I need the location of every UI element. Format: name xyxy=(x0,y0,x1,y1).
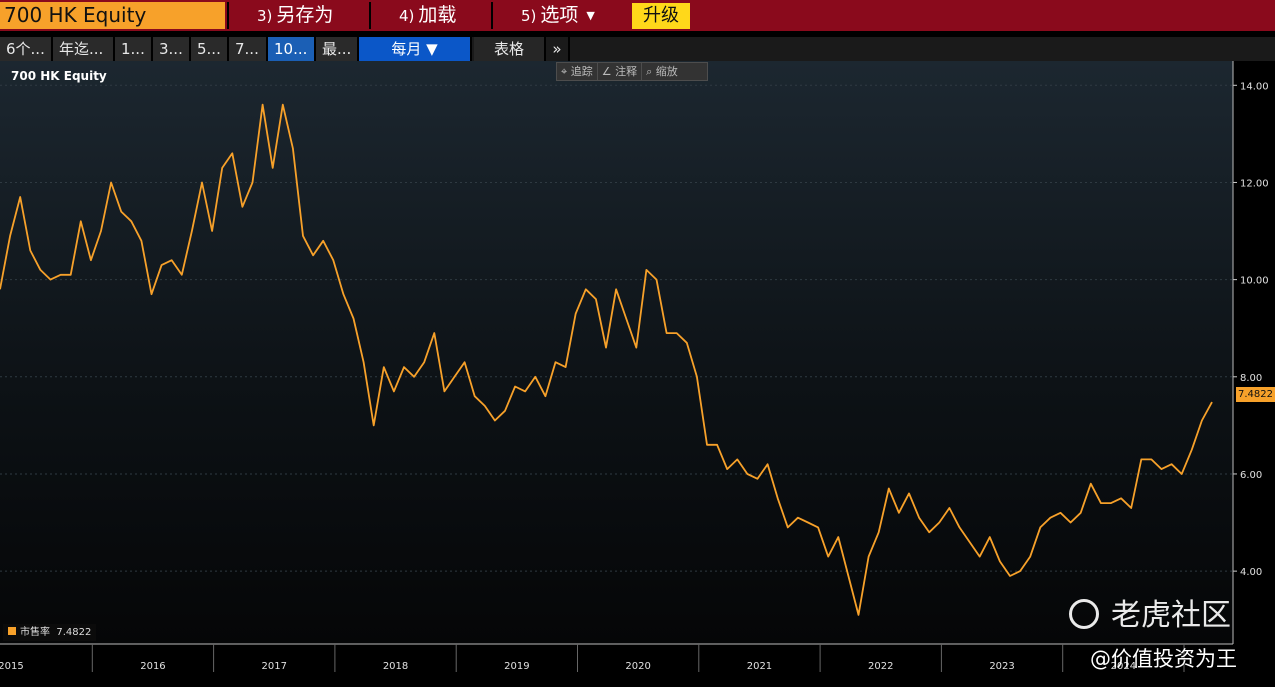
options-button[interactable]: 5) 选项 ▼ xyxy=(491,2,627,29)
top-toolbar: 700 HK Equity 3) 另存为 4) 加载 5) 选项 ▼ 升级 xyxy=(0,0,1275,33)
track-tool[interactable]: ⌖ 追踪 xyxy=(557,63,598,80)
x-tick-label: 2024 xyxy=(1111,661,1136,672)
tiger-logo-icon xyxy=(1069,599,1099,629)
series-legend: 市售率 7.4822 xyxy=(3,624,97,641)
legend-value: 7.4822 xyxy=(56,627,92,638)
period-7-years[interactable]: 7... xyxy=(229,37,268,61)
frequency-dropdown[interactable]: 每月 ▼ xyxy=(359,37,472,61)
period-max[interactable]: 最... xyxy=(316,37,359,61)
x-tick-label: 2016 xyxy=(140,661,165,672)
annotate-tool[interactable]: ∠ 注释 xyxy=(598,63,643,80)
x-tick-label: 2015 xyxy=(0,661,24,672)
load-button[interactable]: 4) 加载 xyxy=(369,2,489,29)
x-tick-label: 2017 xyxy=(262,661,287,672)
author-credit: @价值投资为王 xyxy=(1090,647,1237,671)
x-tick-label: 2023 xyxy=(989,661,1014,672)
pencil-icon: ∠ xyxy=(601,65,612,78)
save-as-shortcut: 3) xyxy=(257,7,273,25)
y-tick-label: 6.00 xyxy=(1240,470,1262,481)
y-tick-label: 4.00 xyxy=(1240,567,1262,578)
period-3-years[interactable]: 3... xyxy=(153,37,191,61)
last-value-tag: 7.4822 xyxy=(1236,387,1275,402)
watermark: 老虎社区 xyxy=(1069,590,1231,634)
legend-name: 市售率 xyxy=(20,627,50,638)
save-as-label: 另存为 xyxy=(276,4,334,26)
caret-down-icon: ▼ xyxy=(586,9,595,22)
legend-swatch xyxy=(8,627,16,635)
zoom-label: 缩放 xyxy=(655,65,678,78)
x-tick-label: 2022 xyxy=(868,661,893,672)
price-chart[interactable]: 4.00 6.00 8.00 10.00 12.00 14.00 2015 2016 2017 2… xyxy=(0,61,1275,687)
y-tick-label: 12.00 xyxy=(1240,178,1269,189)
load-shortcut: 4) xyxy=(399,7,415,25)
annotate-label: 注释 xyxy=(615,65,638,78)
chart-title: 700 HK Equity xyxy=(11,69,107,83)
x-tick-label: 2021 xyxy=(747,661,772,672)
upgrade-button[interactable]: 升级 xyxy=(632,3,690,29)
period-1-year[interactable]: 1... xyxy=(115,37,153,61)
series-line-price-to-sales xyxy=(0,103,1213,616)
period-5-years[interactable]: 5... xyxy=(191,37,229,61)
x-tick-label: 2020 xyxy=(625,661,650,672)
chart-canvas: 4.00 6.00 8.00 10.00 12.00 14.00 2015 2016 2017 2… xyxy=(0,61,1269,672)
options-shortcut: 5) xyxy=(521,7,537,25)
watermark-text: 老虎社区 xyxy=(1111,598,1231,633)
y-tick-label: 10.00 xyxy=(1240,276,1269,287)
ticker-field[interactable]: 700 HK Equity xyxy=(0,2,225,29)
table-button[interactable]: 表格 xyxy=(474,37,546,61)
save-as-button[interactable]: 3) 另存为 xyxy=(227,2,367,29)
track-label: 追踪 xyxy=(570,65,593,78)
period-6-months[interactable]: 6个... xyxy=(0,37,53,61)
y-tick-label: 14.00 xyxy=(1240,81,1269,92)
zoom-tool[interactable]: ⌕ 缩放 xyxy=(642,63,682,80)
options-label: 选项 xyxy=(540,4,579,26)
period-ytd[interactable]: 年迄... xyxy=(53,37,115,61)
x-tick-label: 2019 xyxy=(504,661,529,672)
crosshair-icon: ⌖ xyxy=(561,65,568,78)
y-tick-label: 8.00 xyxy=(1240,373,1262,384)
chart-tools: ⌖ 追踪 ∠ 注释 ⌕ 缩放 xyxy=(556,62,708,81)
load-label: 加载 xyxy=(418,4,457,26)
x-tick-label: 2018 xyxy=(383,661,408,672)
more-button[interactable]: » xyxy=(546,37,570,61)
period-10-years[interactable]: 10... xyxy=(268,37,316,61)
magnifier-icon: ⌕ xyxy=(646,65,653,78)
period-bar: 6个... 年迄... 1... 3... 5... 7... 10... 最.… xyxy=(0,37,1275,61)
